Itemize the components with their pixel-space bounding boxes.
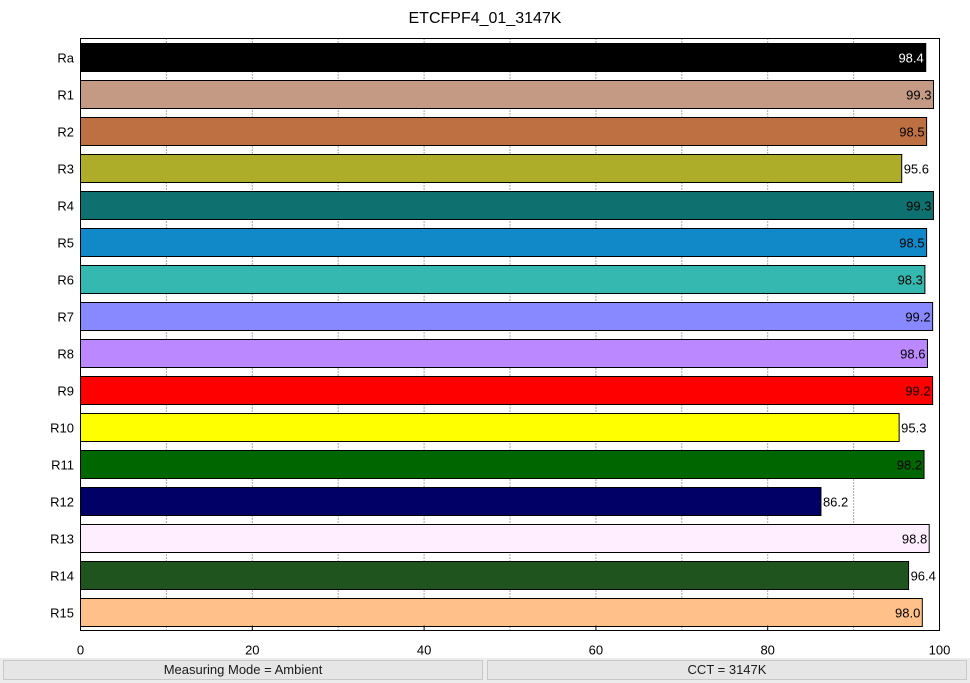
chart-title: ETCFPF4_01_3147K: [409, 10, 562, 27]
value-labels: 98.4 99.3 98.5 95.6 99.3 98.5 98.3 99.2 98.6 99.2…: [823, 51, 936, 621]
bar-r15: [80, 598, 923, 627]
bar-r12: [80, 487, 822, 516]
y-tick-label: R5: [57, 236, 74, 251]
data-label: 98.3: [898, 273, 923, 288]
data-label: 86.2: [823, 495, 848, 510]
x-tick-label: 20: [245, 643, 259, 658]
measuring-mode-status: Measuring Mode = Ambient: [3, 660, 483, 680]
data-label: 99.2: [905, 384, 930, 399]
bar-r10: [80, 413, 900, 442]
y-tick-label: R15: [50, 606, 74, 621]
bars: [80, 43, 934, 627]
x-tick-label: 40: [417, 643, 431, 658]
y-tick-label: R9: [57, 384, 74, 399]
y-tick-label: R3: [57, 162, 74, 177]
bar-r7: [80, 302, 934, 331]
bar-ra: [80, 43, 927, 72]
data-label: 99.2: [905, 310, 930, 325]
y-tick-label: R13: [50, 532, 74, 547]
y-axis-tick-labels: Ra R1 R2 R3 R4 R5 R6 R7 R8 R9 R10 R11 R12 R13 R14 R15: [50, 51, 75, 621]
bar-r11: [80, 450, 925, 479]
data-label: 98.8: [902, 532, 927, 547]
bar-r4: [80, 191, 934, 220]
y-tick-label: R2: [57, 125, 74, 140]
y-tick-label: R11: [51, 458, 74, 473]
y-tick-label: R8: [57, 347, 74, 362]
y-tick-label: R7: [57, 310, 74, 325]
y-tick-label: R12: [50, 495, 74, 510]
x-tick-label: 60: [589, 643, 603, 658]
data-label: 98.5: [899, 236, 924, 251]
bar-r1: [80, 80, 934, 109]
y-tick-label: R14: [50, 569, 74, 584]
data-label: 95.3: [901, 421, 926, 436]
x-tick-label: 0: [77, 643, 84, 658]
data-label: 98.5: [899, 125, 924, 140]
x-tick-label: 80: [760, 643, 774, 658]
x-tick-label: 100: [929, 643, 951, 658]
y-tick-label: R10: [50, 421, 74, 436]
bar-r6: [80, 265, 926, 294]
bar-r13: [80, 524, 930, 553]
bar-r14: [80, 561, 910, 590]
status-bar: Measuring Mode = Ambient CCT = 3147K: [0, 658, 970, 683]
data-label: 98.2: [897, 458, 922, 473]
data-label: 99.3: [906, 199, 931, 214]
data-label: 98.0: [895, 606, 920, 621]
data-label: 96.4: [911, 569, 936, 584]
y-tick-label: Ra: [57, 51, 74, 66]
cct-status: CCT = 3147K: [487, 660, 967, 680]
bar-r9: [80, 376, 934, 405]
bar-chart: ETCFPF4_01_3147K 98.499.398.595.699.398.…: [50, 10, 951, 658]
y-tick-label: R4: [57, 199, 74, 214]
y-tick-label: R6: [57, 273, 74, 288]
bar-r2: [80, 117, 928, 146]
data-label: 98.4: [898, 51, 923, 66]
data-label: 98.6: [900, 347, 925, 362]
data-label: 99.3: [906, 88, 931, 103]
plot-frame: [80, 38, 940, 631]
data-label: 95.6: [904, 162, 929, 177]
y-tick-label: R1: [57, 88, 74, 103]
bar-r8: [80, 339, 928, 368]
bar-r3: [80, 154, 903, 183]
bar-r5: [80, 228, 928, 257]
